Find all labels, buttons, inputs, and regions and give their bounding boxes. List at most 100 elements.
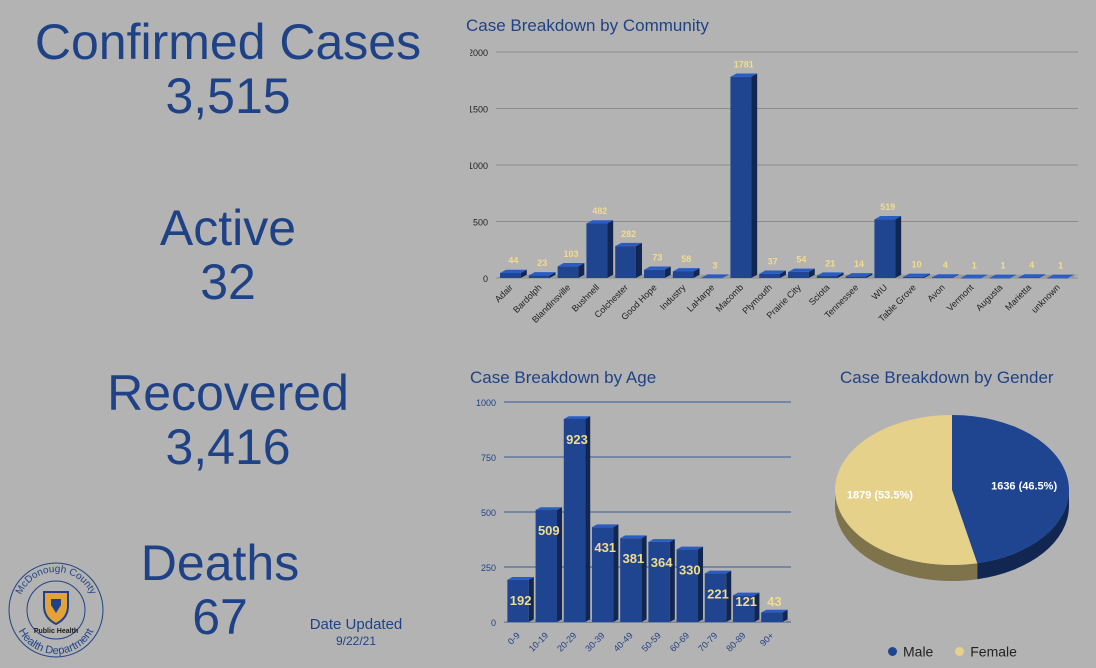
data-label: 3 <box>712 260 717 270</box>
date-updated: Date Updated 9/22/21 <box>300 616 412 648</box>
pie-slice-female <box>834 415 978 565</box>
data-label: 14 <box>854 259 864 269</box>
category-label: Industry <box>658 282 688 312</box>
deaths-value: 67 <box>192 589 248 645</box>
bar-top <box>845 273 873 277</box>
bar <box>586 223 608 278</box>
data-label: 282 <box>621 229 636 239</box>
data-label: 4 <box>943 260 948 270</box>
y-tick-label: 1000 <box>476 398 496 408</box>
category-label: 50-59 <box>640 630 663 653</box>
bar <box>761 612 783 622</box>
bar-side <box>722 274 729 278</box>
data-label: 381 <box>623 551 645 566</box>
pie-side-female <box>835 490 978 581</box>
category-label: Adair <box>493 282 515 304</box>
bar-side <box>613 524 619 622</box>
gender-pie-chart: 1636 (46.5%) 1879 (53.5%) <box>834 415 1069 581</box>
category-label: WIU <box>870 282 889 301</box>
bar-side <box>693 268 700 278</box>
data-label: 1 <box>972 261 977 271</box>
bar <box>528 275 550 278</box>
category-label: 40-49 <box>611 630 634 653</box>
bar-side <box>751 73 758 279</box>
bar-top <box>701 274 729 278</box>
deaths-label: Deaths <box>140 535 300 591</box>
bar-top <box>644 266 671 270</box>
bar-top <box>507 577 534 580</box>
community-bar-chart: 050010001500200044Adair23Bardolph103Blan… <box>470 48 1078 325</box>
bar <box>730 76 752 278</box>
gender-legend: Male Female <box>888 642 1035 659</box>
data-label: 1 <box>1058 261 1063 271</box>
bar-top <box>932 274 959 278</box>
age-bar-chart: 0 250 500 750 1000 192 0-9 509 10-19 923 20-29 431 3… <box>476 398 791 654</box>
bar-top <box>874 216 902 220</box>
category-label: Avon <box>925 282 946 303</box>
chart-floor <box>496 274 1078 278</box>
bar <box>500 273 521 278</box>
legend-dot-male <box>888 646 897 656</box>
data-label: 1 <box>1000 261 1005 271</box>
bar <box>960 277 982 279</box>
data-label: 10 <box>912 260 922 270</box>
category-label: 10-19 <box>527 630 550 653</box>
age-chart-title: Case Breakdown by Age <box>470 368 657 387</box>
data-label: 923 <box>566 432 588 447</box>
bar-top <box>615 242 642 247</box>
bar <box>932 277 953 279</box>
bar <box>1047 277 1068 279</box>
data-label: 1781 <box>734 59 754 69</box>
bar <box>788 271 809 278</box>
bar-top <box>586 220 614 224</box>
bar-side <box>923 273 930 278</box>
bar-side <box>1039 274 1046 278</box>
bar <box>644 269 665 278</box>
bar <box>989 277 1011 279</box>
bar-top <box>557 263 585 267</box>
recovered-label: Recovered <box>107 365 349 421</box>
bar-side <box>779 270 786 278</box>
bar <box>676 549 699 622</box>
bar-top <box>500 269 527 274</box>
bar-side <box>578 263 585 278</box>
bar-side <box>866 273 873 278</box>
bar-top <box>676 546 704 550</box>
data-label: 58 <box>681 254 691 264</box>
bar-side <box>754 592 760 622</box>
active-label: Active <box>159 200 297 256</box>
y-tick-label: 500 <box>481 508 496 518</box>
confirmed-cases-value: 3,515 <box>165 68 291 124</box>
category-label: 60-69 <box>668 630 691 653</box>
active-value: 32 <box>200 254 256 310</box>
bar-side <box>837 272 844 278</box>
bar-top <box>960 274 988 278</box>
data-label: 509 <box>538 523 560 538</box>
bar-top <box>732 592 760 596</box>
legend-item-female: Female <box>955 642 1017 659</box>
data-label: 482 <box>592 206 607 216</box>
bar-top <box>1018 274 1046 278</box>
bar-side <box>895 216 902 278</box>
bar-side <box>585 416 591 622</box>
bar-side <box>1067 274 1074 278</box>
pie-label-male: 1636 (46.5%) <box>991 481 1057 493</box>
bar <box>732 595 755 622</box>
y-tick-label: 500 <box>473 218 488 228</box>
data-label: 364 <box>651 555 673 570</box>
data-label: 43 <box>767 594 781 609</box>
category-label: 20-29 <box>555 630 578 653</box>
bar-side <box>528 577 534 622</box>
data-label: 103 <box>563 249 578 259</box>
bar-side <box>549 272 556 278</box>
data-label: 519 <box>880 202 895 212</box>
bar <box>557 266 579 278</box>
category-label: Vermont <box>945 282 976 313</box>
bar-side <box>641 535 647 622</box>
y-tick-label: 0 <box>483 274 488 284</box>
bar-side <box>698 546 704 622</box>
legend-item-male: Male <box>888 642 933 659</box>
bar-side <box>664 266 671 278</box>
data-label: 221 <box>707 586 729 601</box>
category-label: LaHarpe <box>685 282 716 313</box>
